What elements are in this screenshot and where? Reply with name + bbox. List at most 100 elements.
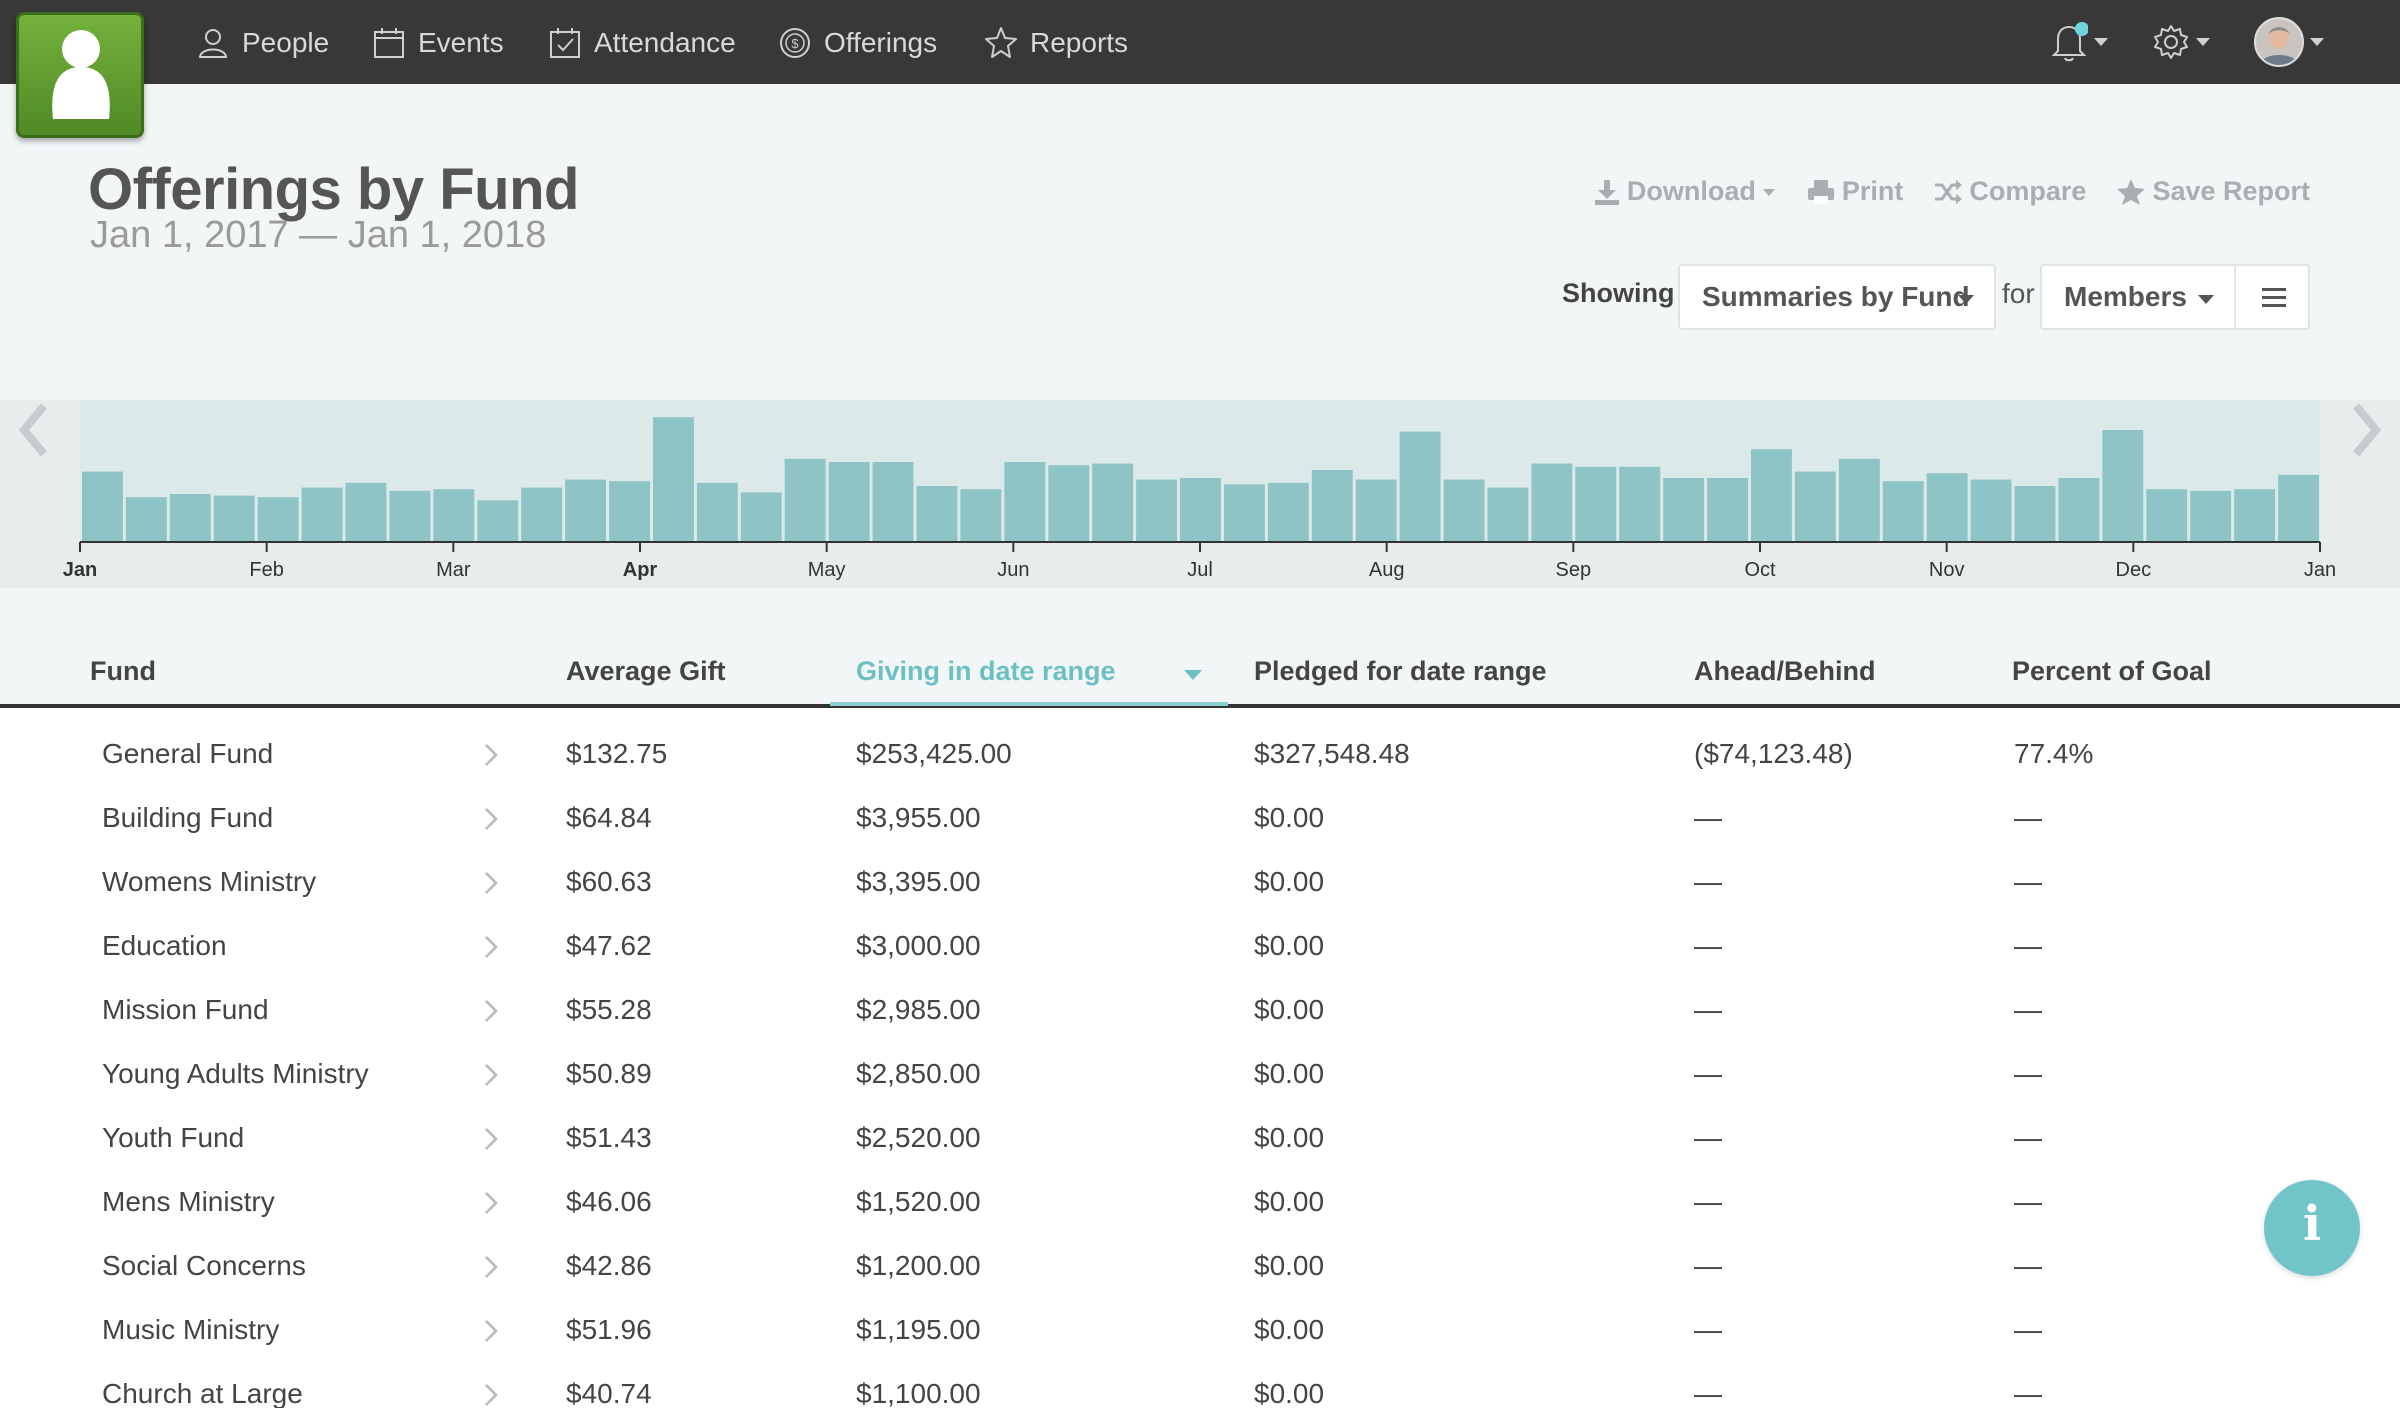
chevron-right-icon[interactable] xyxy=(480,742,502,768)
chart-bar[interactable] xyxy=(2146,489,2188,542)
col-pledged[interactable]: Pledged for date range xyxy=(1254,656,1547,686)
chart-bar[interactable] xyxy=(1575,466,1617,542)
table-row[interactable]: Music Ministry $51.96 $1,195.00 $0.00 — — xyxy=(0,1288,2400,1352)
chart-bar[interactable] xyxy=(169,494,211,542)
chart-bar[interactable] xyxy=(1663,478,1705,542)
chart-bar[interactable] xyxy=(1619,466,1661,542)
chart-bar[interactable] xyxy=(213,495,255,542)
chart-bar[interactable] xyxy=(1355,479,1397,542)
notifications-menu[interactable] xyxy=(2050,18,2108,66)
table-row[interactable]: Youth Fund $51.43 $2,520.00 $0.00 — — xyxy=(0,1096,2400,1160)
chart-bar[interactable] xyxy=(345,482,387,542)
col-percent-goal[interactable]: Percent of Goal xyxy=(2012,656,2212,686)
chart-bar[interactable] xyxy=(960,489,1002,542)
chart-bar[interactable] xyxy=(1531,463,1573,542)
table-row[interactable]: Womens Ministry $60.63 $3,395.00 $0.00 — — xyxy=(0,840,2400,904)
chart-bar[interactable] xyxy=(2014,486,2056,542)
chart-bar[interactable] xyxy=(1838,458,1880,542)
compare-button[interactable]: Compare xyxy=(1933,176,2086,207)
chevron-right-icon[interactable] xyxy=(480,1382,502,1408)
chart-bar[interactable] xyxy=(257,497,299,542)
column-menu-button[interactable] xyxy=(2234,264,2310,330)
chart-bar[interactable] xyxy=(477,500,519,542)
table-row[interactable]: Building Fund $64.84 $3,955.00 $0.00 — — xyxy=(0,776,2400,840)
chart-bar[interactable] xyxy=(1004,462,1046,542)
table-row[interactable]: Social Concerns $42.86 $1,200.00 $0.00 — — xyxy=(0,1224,2400,1288)
info-button[interactable]: i xyxy=(2264,1180,2360,1276)
chart-bar[interactable] xyxy=(82,471,123,542)
group-select[interactable]: Members xyxy=(2040,264,2236,330)
chart-bar[interactable] xyxy=(1180,478,1221,542)
nav-people[interactable]: People xyxy=(196,22,329,64)
chevron-left-icon[interactable] xyxy=(14,400,54,460)
chart-bar[interactable] xyxy=(1794,471,1836,542)
chart-bar[interactable] xyxy=(696,482,738,542)
chart-bar[interactable] xyxy=(2278,474,2319,542)
chart-bar[interactable] xyxy=(2102,430,2144,542)
col-ahead-behind[interactable]: Ahead/Behind xyxy=(1694,656,1876,686)
chart-bar[interactable] xyxy=(828,462,870,542)
chart-bar[interactable] xyxy=(521,487,563,542)
chart-bar[interactable] xyxy=(653,417,694,542)
chevron-right-icon[interactable] xyxy=(480,806,502,832)
chart-bar[interactable] xyxy=(872,462,914,542)
col-average-gift[interactable]: Average Gift xyxy=(566,656,726,686)
chart-bar[interactable] xyxy=(1926,473,1968,542)
chart-bar[interactable] xyxy=(565,479,606,542)
chart-bar[interactable] xyxy=(1882,481,1924,542)
chart-bar[interactable] xyxy=(301,487,343,542)
chart-bar[interactable] xyxy=(125,497,167,542)
chart-bar[interactable] xyxy=(1487,487,1529,542)
chart-bar[interactable] xyxy=(740,492,782,542)
chart-bar[interactable] xyxy=(784,458,826,542)
chevron-right-icon[interactable] xyxy=(480,1126,502,1152)
chevron-right-icon[interactable] xyxy=(2346,400,2386,460)
user-menu[interactable] xyxy=(2254,17,2324,67)
chart-bar[interactable] xyxy=(1136,479,1177,542)
print-button[interactable]: Print xyxy=(1806,176,1903,207)
chart-bar[interactable] xyxy=(916,486,958,542)
col-fund[interactable]: Fund xyxy=(90,656,156,686)
nav-attendance[interactable]: Attendance xyxy=(548,22,736,64)
chevron-down-icon xyxy=(1762,188,1775,196)
report-actions: Download Print Compare Save Report xyxy=(1593,176,2310,207)
chart-bar[interactable] xyxy=(609,481,650,542)
table-row[interactable]: General Fund $132.75 $253,425.00 $327,548.4… xyxy=(0,712,2400,776)
chart-bar[interactable] xyxy=(433,489,475,542)
chart-bar[interactable] xyxy=(2058,478,2100,542)
col-giving[interactable]: Giving in date range xyxy=(856,656,1116,686)
download-button[interactable]: Download xyxy=(1593,176,1776,207)
nav-events[interactable]: Events xyxy=(372,22,504,64)
table-row[interactable]: Young Adults Ministry $50.89 $2,850.00 $0.0… xyxy=(0,1032,2400,1096)
chart-bar[interactable] xyxy=(1092,463,1134,542)
chevron-right-icon[interactable] xyxy=(480,934,502,960)
chart-bar[interactable] xyxy=(1707,478,1748,542)
chart-bar[interactable] xyxy=(1443,479,1485,542)
chevron-right-icon[interactable] xyxy=(480,1318,502,1344)
app-logo[interactable] xyxy=(16,12,144,138)
chart-bar[interactable] xyxy=(1970,479,2012,542)
save-report-button[interactable]: Save Report xyxy=(2116,176,2310,207)
chart-bar[interactable] xyxy=(1048,465,1090,542)
table-row[interactable]: Church at Large $40.74 $1,100.00 $0.00 — — xyxy=(0,1352,2400,1408)
table-row[interactable]: Education $47.62 $3,000.00 $0.00 — — xyxy=(0,904,2400,968)
chevron-right-icon[interactable] xyxy=(480,1062,502,1088)
table-row[interactable]: Mens Ministry $46.06 $1,520.00 $0.00 — — xyxy=(0,1160,2400,1224)
chart-bar[interactable] xyxy=(1399,431,1441,542)
chart-bar[interactable] xyxy=(1751,449,1792,542)
chevron-right-icon[interactable] xyxy=(480,998,502,1024)
chevron-right-icon[interactable] xyxy=(480,870,502,896)
settings-menu[interactable] xyxy=(2152,18,2210,66)
chart-bar[interactable] xyxy=(2190,490,2232,542)
nav-reports[interactable]: Reports xyxy=(984,22,1128,64)
view-select[interactable]: Summaries by Fund xyxy=(1678,264,1996,330)
chart-bar[interactable] xyxy=(389,490,431,542)
nav-offerings[interactable]: $ Offerings xyxy=(778,22,937,64)
chart-bar[interactable] xyxy=(1311,470,1353,542)
chart-bar[interactable] xyxy=(1267,482,1309,542)
chevron-right-icon[interactable] xyxy=(480,1190,502,1216)
chart-bar[interactable] xyxy=(1224,484,1265,542)
chevron-right-icon[interactable] xyxy=(480,1254,502,1280)
chart-bar[interactable] xyxy=(2234,489,2276,542)
table-row[interactable]: Mission Fund $55.28 $2,985.00 $0.00 — — xyxy=(0,968,2400,1032)
